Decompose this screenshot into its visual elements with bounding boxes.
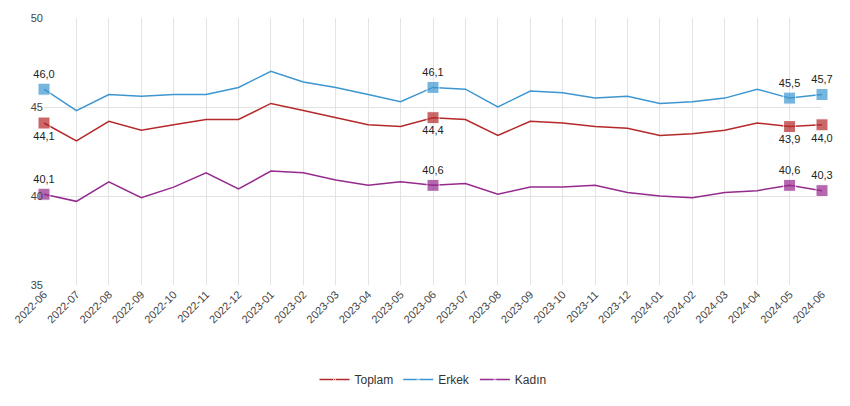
svg-text:46,0: 46,0 [33, 68, 54, 80]
svg-text:45: 45 [31, 101, 43, 113]
svg-text:2023-07: 2023-07 [434, 288, 471, 325]
svg-text:45,5: 45,5 [779, 77, 800, 89]
svg-text:2023-02: 2023-02 [272, 288, 309, 325]
svg-text:2023-09: 2023-09 [499, 288, 536, 325]
svg-text:43,9: 43,9 [779, 133, 800, 145]
svg-text:2023-03: 2023-03 [304, 288, 341, 325]
svg-text:Kadın: Kadın [515, 373, 546, 387]
svg-text:2023-10: 2023-10 [531, 288, 568, 325]
svg-text:40,3: 40,3 [811, 169, 832, 181]
svg-text:2024-02: 2024-02 [661, 288, 698, 325]
svg-text:44,4: 44,4 [422, 124, 443, 136]
svg-text:2023-04: 2023-04 [336, 288, 373, 325]
svg-text:2023-06: 2023-06 [401, 288, 438, 325]
svg-text:2022-11: 2022-11 [175, 288, 211, 324]
svg-text:2023-05: 2023-05 [369, 288, 406, 325]
svg-text:44,1: 44,1 [33, 130, 54, 142]
svg-text:2023-11: 2023-11 [564, 288, 600, 324]
svg-text:2022-07: 2022-07 [45, 288, 82, 325]
svg-text:46,1: 46,1 [422, 66, 443, 78]
svg-text:2022-08: 2022-08 [77, 288, 114, 325]
svg-text:2024-01: 2024-01 [628, 288, 665, 325]
svg-text:2024-06: 2024-06 [790, 288, 827, 325]
svg-text:2024-03: 2024-03 [693, 288, 730, 325]
svg-text:2024-04: 2024-04 [725, 288, 762, 325]
svg-text:Toplam: Toplam [355, 373, 394, 387]
svg-text:40,6: 40,6 [422, 164, 443, 176]
svg-text:2022-09: 2022-09 [110, 288, 147, 325]
svg-text:2022-12: 2022-12 [207, 288, 244, 325]
svg-text:2023-12: 2023-12 [596, 288, 633, 325]
svg-text:40,6: 40,6 [779, 164, 800, 176]
svg-text:44,0: 44,0 [811, 132, 832, 144]
svg-text:2023-01: 2023-01 [239, 288, 276, 325]
svg-text:2024-05: 2024-05 [758, 288, 795, 325]
svg-text:2023-08: 2023-08 [466, 288, 503, 325]
svg-text:45,7: 45,7 [811, 73, 832, 85]
svg-text:40,1: 40,1 [33, 173, 54, 185]
svg-text:2022-10: 2022-10 [142, 288, 179, 325]
svg-text:35: 35 [31, 279, 43, 291]
svg-text:2022-06: 2022-06 [12, 288, 49, 325]
svg-text:40: 40 [31, 190, 43, 202]
svg-text:Erkek: Erkek [438, 373, 470, 387]
svg-text:50: 50 [31, 12, 43, 24]
